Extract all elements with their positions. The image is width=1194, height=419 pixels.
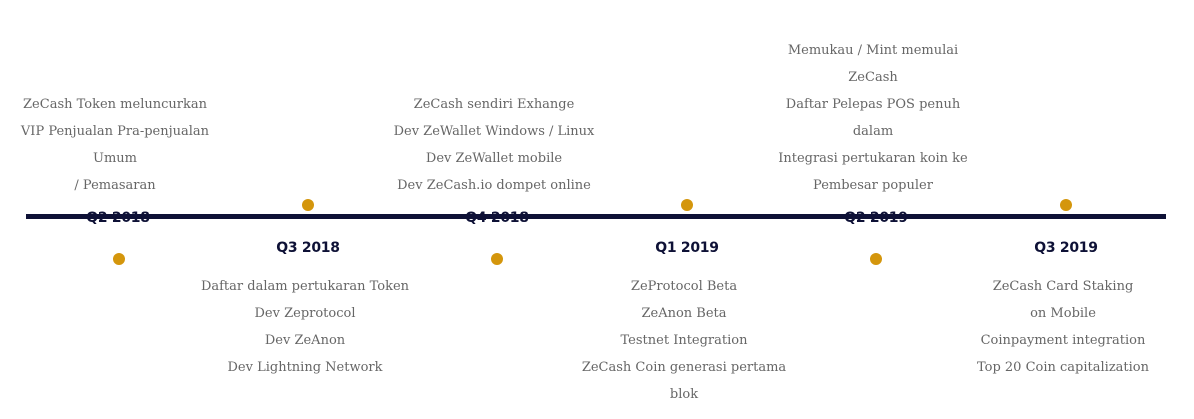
milestone-dot: [870, 253, 882, 265]
milestone-item: / Pemasaran: [74, 178, 156, 193]
milestone-period: Q3 2019: [1034, 240, 1098, 256]
milestone-description: Daftar dalam pertukaran Token Dev Zeprot…: [195, 273, 415, 381]
milestone-item: Daftar dalam pertukaran Token: [200, 279, 410, 294]
milestone-item: Integrasi pertukaran koin ke: [778, 151, 968, 166]
milestone-item: Dev ZeCash.io dompet online: [397, 178, 591, 193]
timeline-line: [26, 214, 1166, 219]
milestone-item: Memukau / Mint memulai: [787, 43, 959, 58]
milestone-item: Umum: [93, 151, 137, 166]
milestone-item: Coinpayment integration: [980, 333, 1146, 348]
milestone-item: ZeCash sendiri Exhange: [413, 97, 575, 112]
milestone-dot: [491, 253, 503, 265]
milestone-item: ZeCash Card Staking: [992, 279, 1134, 294]
milestone-item: Top 20 Coin capitalization: [976, 360, 1150, 375]
milestone-item: ZeProtocol Beta: [630, 279, 738, 294]
milestone-item: Dev Zeprotocol: [254, 306, 356, 321]
milestone-description: ZeCash Token meluncurkan VIP Penjualan P…: [5, 91, 225, 199]
milestone-description: ZeProtocol Beta ZeAnon Beta Testnet Inte…: [564, 273, 804, 408]
milestone-dot: [113, 253, 125, 265]
milestone-item: Pembesar populer: [813, 178, 933, 193]
milestone-item: dalam: [852, 124, 894, 139]
milestone-dot: [681, 199, 693, 211]
milestone-period: Q2 2019: [844, 210, 908, 226]
milestone-period: Q2 2018: [86, 210, 150, 226]
milestone-period: Q4 2018: [465, 210, 529, 226]
milestone-item: Testnet Integration: [620, 333, 748, 348]
milestone-item: ZeCash Coin generasi pertama: [581, 360, 787, 375]
milestone-item: ZeAnon Beta: [641, 306, 727, 321]
milestone-item: ZeCash: [848, 70, 898, 85]
milestone-item: ZeCash Token meluncurkan: [23, 97, 207, 112]
milestone-description: ZeCash sendiri Exhange Dev ZeWallet Wind…: [374, 91, 614, 199]
milestone-dot: [302, 199, 314, 211]
milestone-dot: [1060, 199, 1072, 211]
milestone-period: Q1 2019: [655, 240, 719, 256]
milestone-item: VIP Penjualan Pra-penjualan: [20, 124, 210, 139]
milestone-item: on Mobile: [1030, 306, 1096, 321]
milestone-item: Daftar Pelepas POS penuh: [785, 97, 961, 112]
milestone-item: Dev ZeAnon: [264, 333, 346, 348]
milestone-item: Dev ZeWallet Windows / Linux: [393, 124, 595, 139]
milestone-period: Q3 2018: [276, 240, 340, 256]
milestone-description: ZeCash Card Staking on Mobile Coinpaymen…: [953, 273, 1173, 381]
milestone-item: blok: [669, 387, 699, 402]
milestone-description: Memukau / Mint memulai ZeCash Daftar Pel…: [753, 37, 993, 199]
milestone-item: Dev Lightning Network: [227, 360, 383, 375]
milestone-item: Dev ZeWallet mobile: [425, 151, 563, 166]
